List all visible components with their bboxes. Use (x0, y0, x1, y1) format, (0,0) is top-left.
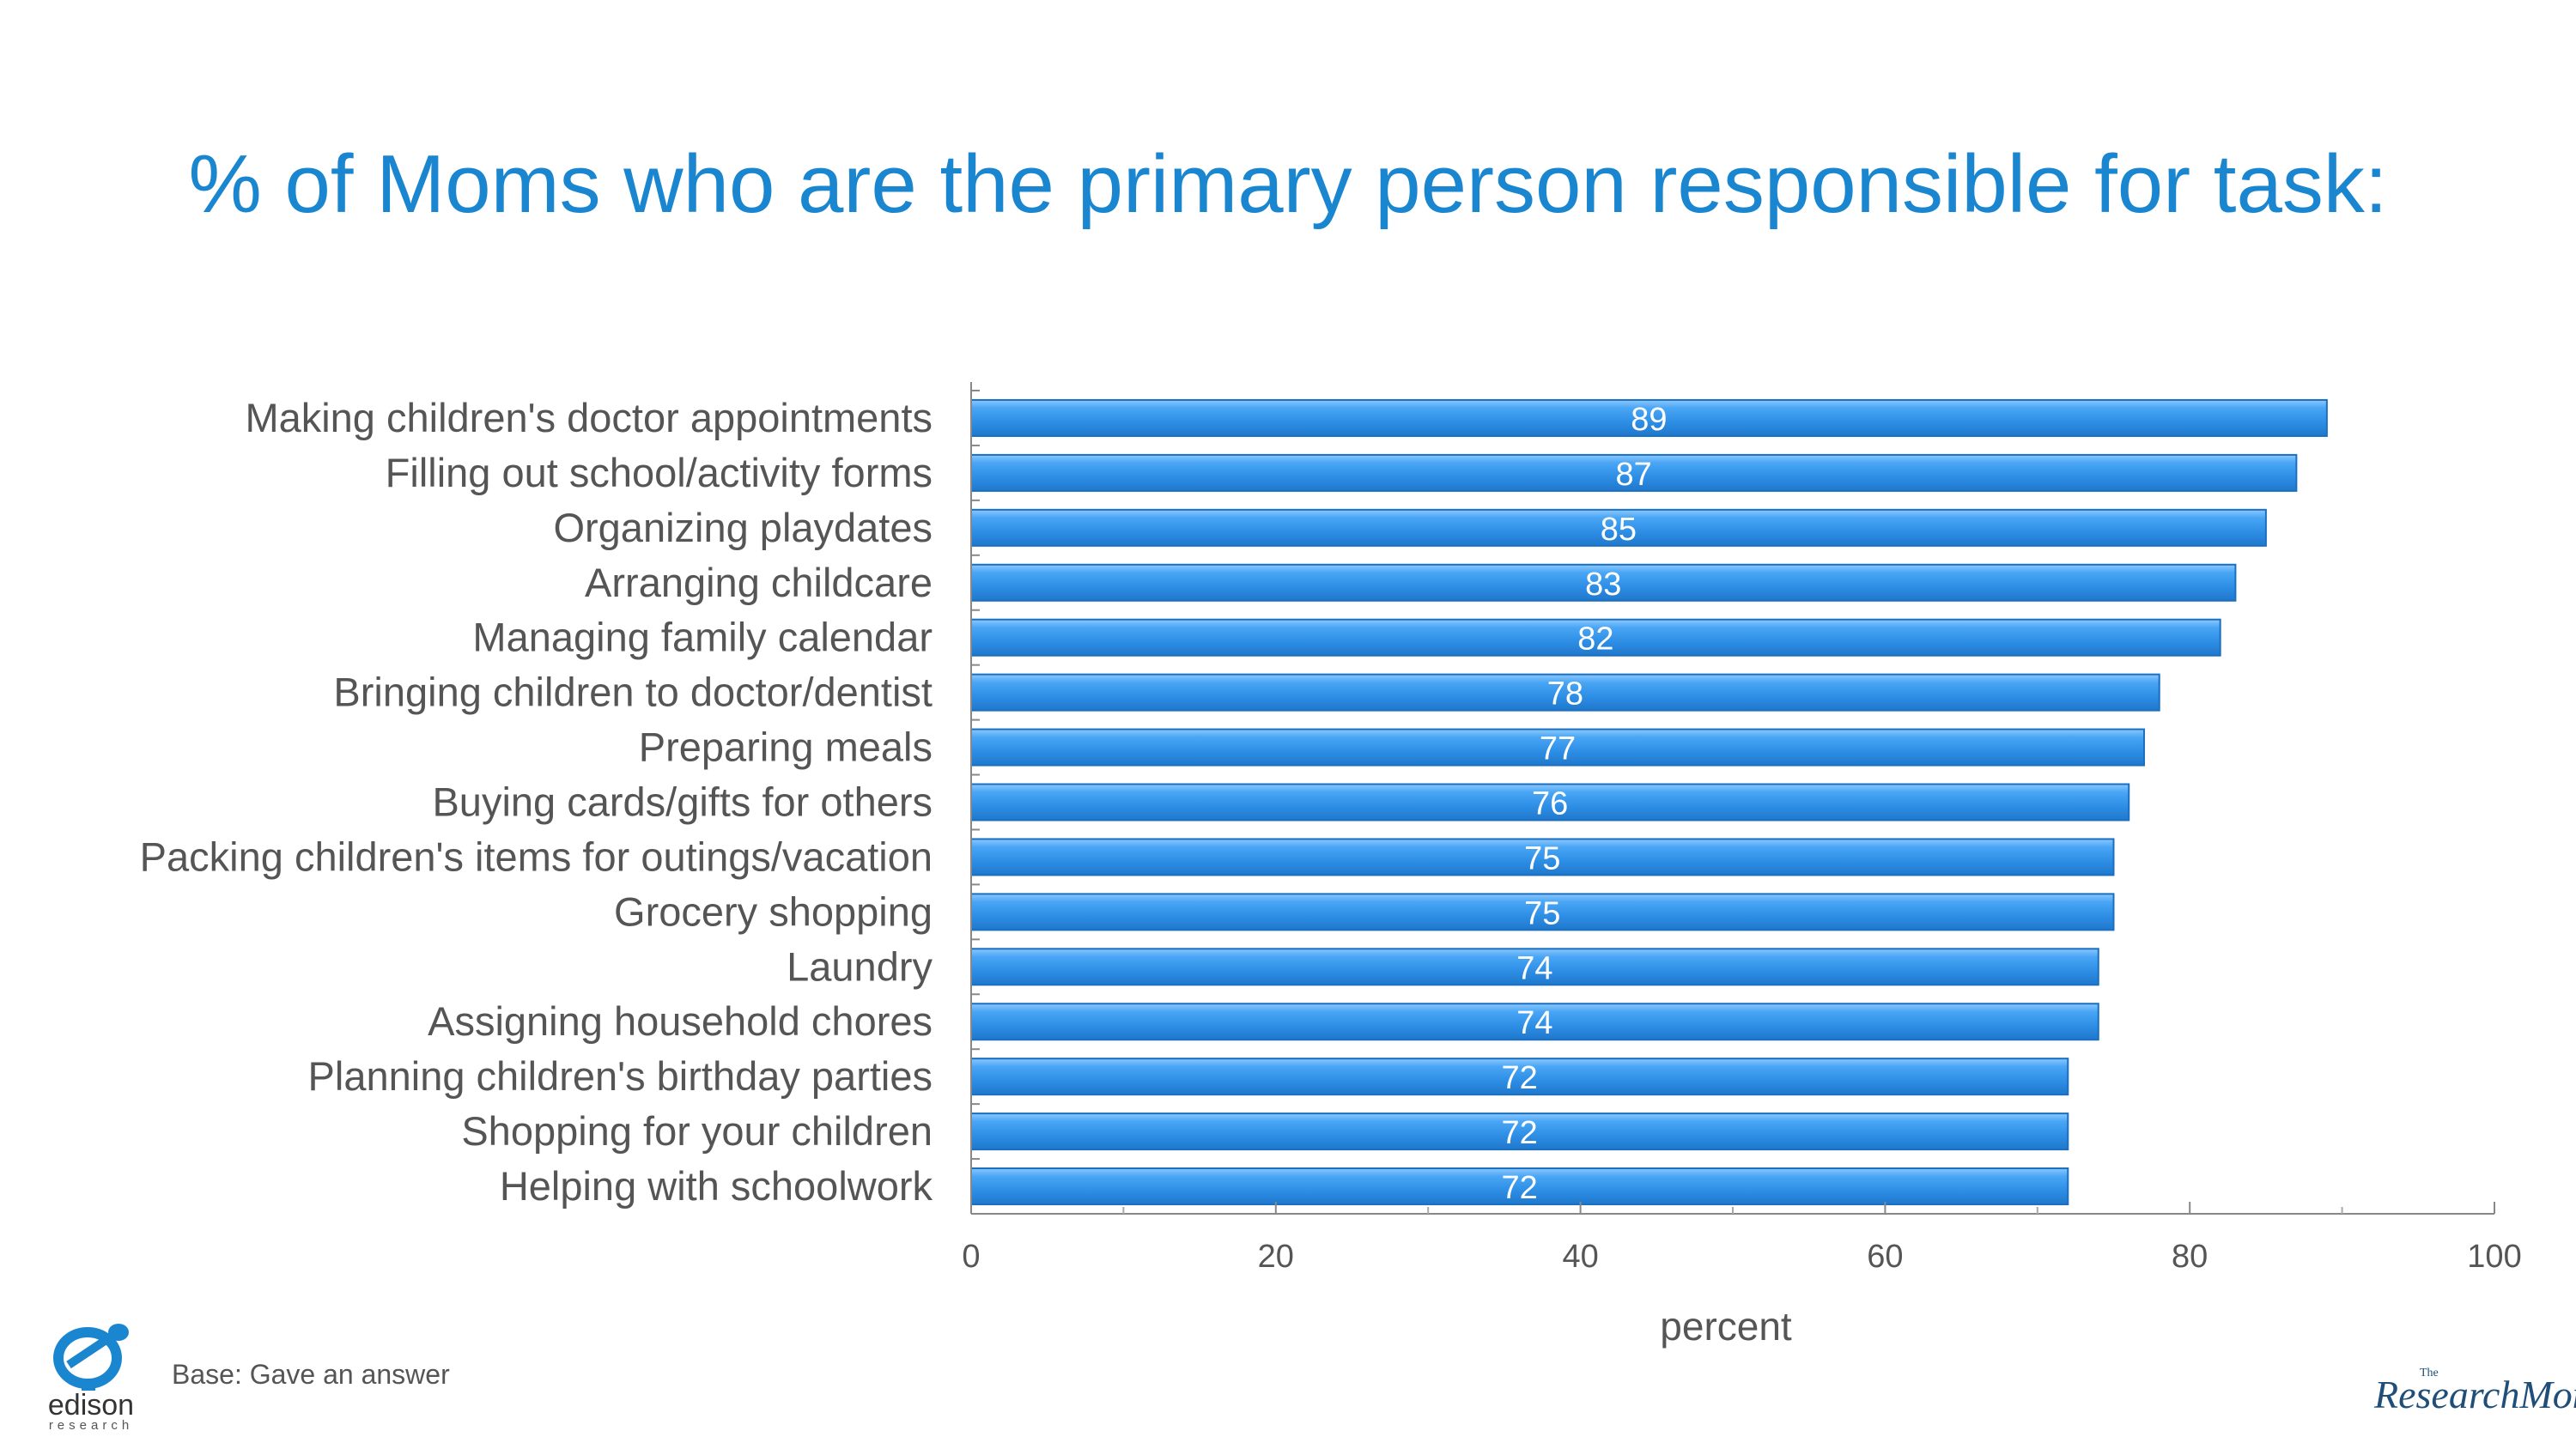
research-moms-logo-the: The (2420, 1367, 2439, 1379)
bars-group (970, 398, 2328, 1206)
x-tick-label: 0 (962, 1239, 980, 1275)
data-label: 72 (1501, 1170, 1537, 1206)
bar (970, 508, 2267, 547)
category-label: Laundry (787, 943, 933, 989)
data-label: 87 (1616, 457, 1652, 493)
data-label: 83 (1585, 567, 1621, 603)
category-label: Bringing children to doctor/dentist (333, 670, 933, 715)
data-label: 72 (1501, 1060, 1537, 1096)
x-tick-label: 80 (2172, 1239, 2208, 1275)
category-label: Assigning household chores (428, 998, 933, 1044)
x-axis-title: percent (1660, 1304, 1792, 1349)
data-label: 72 (1501, 1115, 1537, 1151)
bar (970, 1003, 2099, 1041)
research-moms-logo: ResearchMoms (2374, 1373, 2576, 1416)
edison-logo-text: edison (47, 1389, 135, 1422)
edison-logo-subtext: research (48, 1418, 134, 1433)
category-label: Filling out school/activity forms (386, 450, 933, 495)
x-tick-label: 20 (1258, 1239, 1294, 1275)
x-tick-label: 40 (1562, 1239, 1598, 1275)
data-labels: 89 87 85 83 82 78 77 76 75 75 74 74 72 72 72 (1501, 402, 1667, 1206)
bar (970, 563, 2237, 602)
bar (970, 398, 2328, 437)
data-label: 82 (1577, 621, 1613, 658)
category-label: Buying cards/gifts for others (432, 779, 933, 825)
category-label: Managing family calendar (472, 615, 933, 660)
bar (970, 728, 2145, 767)
data-label: 75 (1524, 840, 1560, 876)
data-label: 74 (1516, 950, 1552, 986)
category-label: Arranging childcare (585, 560, 933, 605)
data-label: 74 (1516, 1005, 1552, 1041)
category-label: Making children's doctor appointments (245, 395, 933, 440)
category-label: Helping with schoolwork (500, 1163, 933, 1209)
category-label: Shopping for your children (461, 1108, 933, 1154)
x-tick-label: 100 (2467, 1239, 2521, 1275)
data-label: 89 (1631, 402, 1667, 438)
category-label: Packing children's items for outings/vac… (140, 834, 933, 879)
bar (970, 673, 2160, 712)
category-label: Planning children's birthday parties (308, 1053, 933, 1099)
footnote: Base: Gave an answer (172, 1359, 450, 1390)
bar (970, 618, 2221, 657)
axes: 0 20 40 60 80 100 (962, 382, 2522, 1275)
category-label: Organizing playdates (553, 505, 933, 550)
data-label: 85 (1601, 512, 1637, 548)
bar (970, 1167, 2069, 1206)
data-label: 76 (1532, 786, 1568, 822)
category-label: Grocery shopping (614, 888, 933, 934)
data-label: 78 (1547, 676, 1583, 712)
bar (970, 1113, 2069, 1151)
chart-title: % of Moms who are the primary person res… (188, 138, 2388, 230)
data-label: 77 (1540, 731, 1576, 767)
x-tick-label: 60 (1867, 1239, 1903, 1275)
data-label: 75 (1524, 895, 1560, 931)
category-labels: Making children's doctor appointments Fil… (140, 395, 933, 1209)
edison-logo-icon (53, 1324, 129, 1391)
bar (970, 453, 2298, 492)
category-label: Preparing meals (639, 724, 933, 770)
